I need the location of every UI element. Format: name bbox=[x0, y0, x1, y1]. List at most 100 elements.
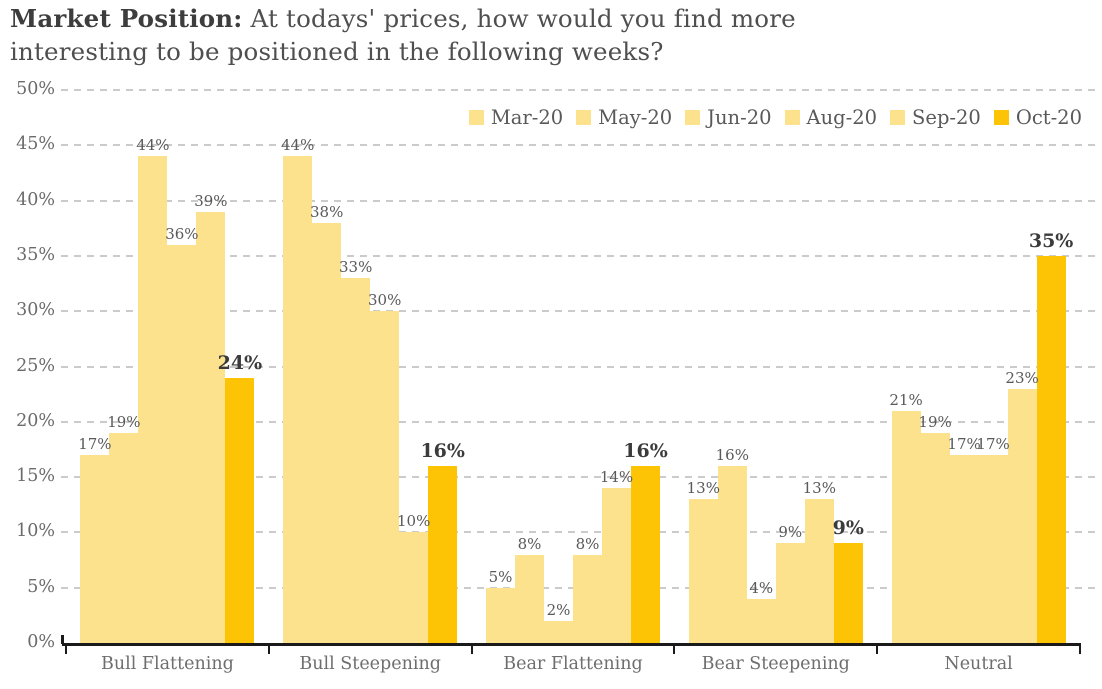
bar-value-label: 5% bbox=[488, 567, 513, 586]
bar bbox=[544, 620, 573, 643]
bar-value-label: 8% bbox=[517, 534, 542, 553]
category-label: Bear Steepening bbox=[701, 654, 850, 674]
legend-item: May-20 bbox=[576, 106, 672, 129]
gridline bbox=[61, 199, 1096, 202]
legend-item: Jun-20 bbox=[685, 105, 772, 129]
legend-label: Jun-20 bbox=[707, 105, 772, 129]
bar-value-label: 19% bbox=[918, 412, 952, 431]
bar-value-label: 2% bbox=[546, 600, 571, 619]
bar bbox=[746, 598, 776, 643]
gridline bbox=[61, 254, 1096, 257]
bar bbox=[688, 499, 718, 643]
legend-label: Sep-20 bbox=[912, 105, 981, 129]
x-axis-tick bbox=[470, 646, 473, 654]
bar bbox=[717, 466, 747, 643]
gridline bbox=[61, 89, 1096, 91]
bar-value-label: 13% bbox=[802, 479, 836, 498]
gridline bbox=[61, 365, 1096, 368]
bar bbox=[196, 211, 226, 643]
y-axis-tick-label: 45% bbox=[16, 134, 55, 155]
category-label: Neutral bbox=[944, 654, 1013, 674]
legend-label: May-20 bbox=[598, 105, 673, 129]
x-axis-tick bbox=[876, 646, 879, 654]
x-axis-tick bbox=[673, 646, 676, 654]
bar-value-label: 21% bbox=[889, 390, 923, 409]
bar-value-label: 33% bbox=[339, 258, 373, 277]
bar bbox=[631, 466, 660, 643]
bar bbox=[949, 454, 979, 643]
bar-value-label: 9% bbox=[778, 523, 803, 542]
bar bbox=[804, 499, 834, 643]
legend-item: Mar-20 bbox=[468, 106, 563, 129]
chart-title-rest-line2: interesting to be positioned in the foll… bbox=[10, 37, 664, 66]
bar-value-label: 9% bbox=[832, 517, 864, 540]
bar-value-label: 17% bbox=[947, 434, 981, 453]
legend-label: Oct-20 bbox=[1015, 105, 1082, 129]
bar-value-label: 38% bbox=[310, 202, 344, 221]
y-axis-tick-label: 0% bbox=[27, 632, 55, 652]
bar-value-label: 14% bbox=[599, 468, 634, 487]
bar bbox=[341, 278, 371, 643]
bar-value-label: 30% bbox=[368, 291, 402, 310]
y-axis-tick-label: 50% bbox=[16, 79, 55, 99]
y-axis-tick-label: 35% bbox=[16, 244, 55, 265]
legend: Mar-20 May-20 Jun-20 Aug-20 Sep-20 Oct-20 bbox=[468, 101, 1082, 133]
gridline bbox=[61, 476, 1096, 479]
legend-item: Aug-20 bbox=[784, 105, 878, 129]
bar-value-label: 36% bbox=[165, 224, 199, 243]
category-label: Bull Flattening bbox=[100, 654, 234, 674]
y-axis-tick-label: 15% bbox=[16, 466, 55, 487]
bar-value-label: 16% bbox=[420, 440, 465, 463]
legend-item: Oct-20 bbox=[993, 105, 1082, 129]
bar-value-label: 17% bbox=[78, 434, 112, 453]
gridline bbox=[61, 420, 1096, 423]
bar-value-label: 13% bbox=[686, 479, 720, 498]
category-label: Bear Flattening bbox=[503, 654, 643, 674]
bar bbox=[920, 432, 950, 643]
legend-label: Aug-20 bbox=[806, 105, 878, 129]
chart-title-rest-line1: At todays' prices, how would you find mo… bbox=[242, 4, 796, 33]
bar bbox=[283, 156, 313, 643]
category-label: Bull Steepening bbox=[299, 654, 441, 674]
bar bbox=[428, 466, 458, 643]
chart-title: Market Position: At todays' prices, how … bbox=[10, 2, 890, 68]
gridline bbox=[61, 531, 1096, 534]
bar-value-label: 19% bbox=[107, 412, 141, 431]
x-axis-line bbox=[62, 643, 1081, 646]
bar-value-label: 16% bbox=[715, 446, 749, 465]
bar bbox=[370, 311, 400, 643]
legend-swatch-icon bbox=[993, 109, 1009, 125]
chart-title-bold: Market Position: bbox=[10, 4, 243, 33]
bar bbox=[225, 377, 255, 643]
gridline bbox=[61, 310, 1096, 313]
bar bbox=[573, 554, 602, 643]
bar bbox=[1036, 255, 1066, 643]
bar bbox=[80, 454, 110, 643]
bar-value-label: 8% bbox=[575, 534, 600, 553]
y-axis-tick-label: 40% bbox=[16, 189, 55, 210]
bar bbox=[602, 488, 631, 643]
bar bbox=[1007, 388, 1037, 643]
bar bbox=[891, 410, 921, 643]
y-axis-tick-label: 25% bbox=[16, 355, 55, 376]
gridline bbox=[61, 144, 1096, 147]
bar bbox=[486, 587, 515, 643]
bar bbox=[775, 543, 805, 643]
y-axis-tick-label: 5% bbox=[27, 576, 55, 597]
bar bbox=[109, 432, 139, 643]
bar bbox=[167, 244, 197, 643]
x-axis-tick bbox=[65, 646, 67, 654]
bar bbox=[978, 454, 1008, 643]
legend-swatch-icon bbox=[685, 109, 701, 125]
bar bbox=[312, 222, 342, 643]
bar-value-label: 17% bbox=[976, 434, 1010, 453]
bar-value-label: 16% bbox=[623, 440, 668, 463]
bar-value-label: 44% bbox=[281, 136, 315, 155]
legend-swatch-icon bbox=[890, 109, 906, 125]
y-axis-tick-label: 10% bbox=[16, 521, 55, 542]
bar bbox=[515, 554, 544, 643]
x-axis-tick bbox=[1079, 646, 1081, 654]
legend-item: Sep-20 bbox=[890, 106, 981, 129]
bar-value-label: 35% bbox=[1028, 229, 1074, 252]
